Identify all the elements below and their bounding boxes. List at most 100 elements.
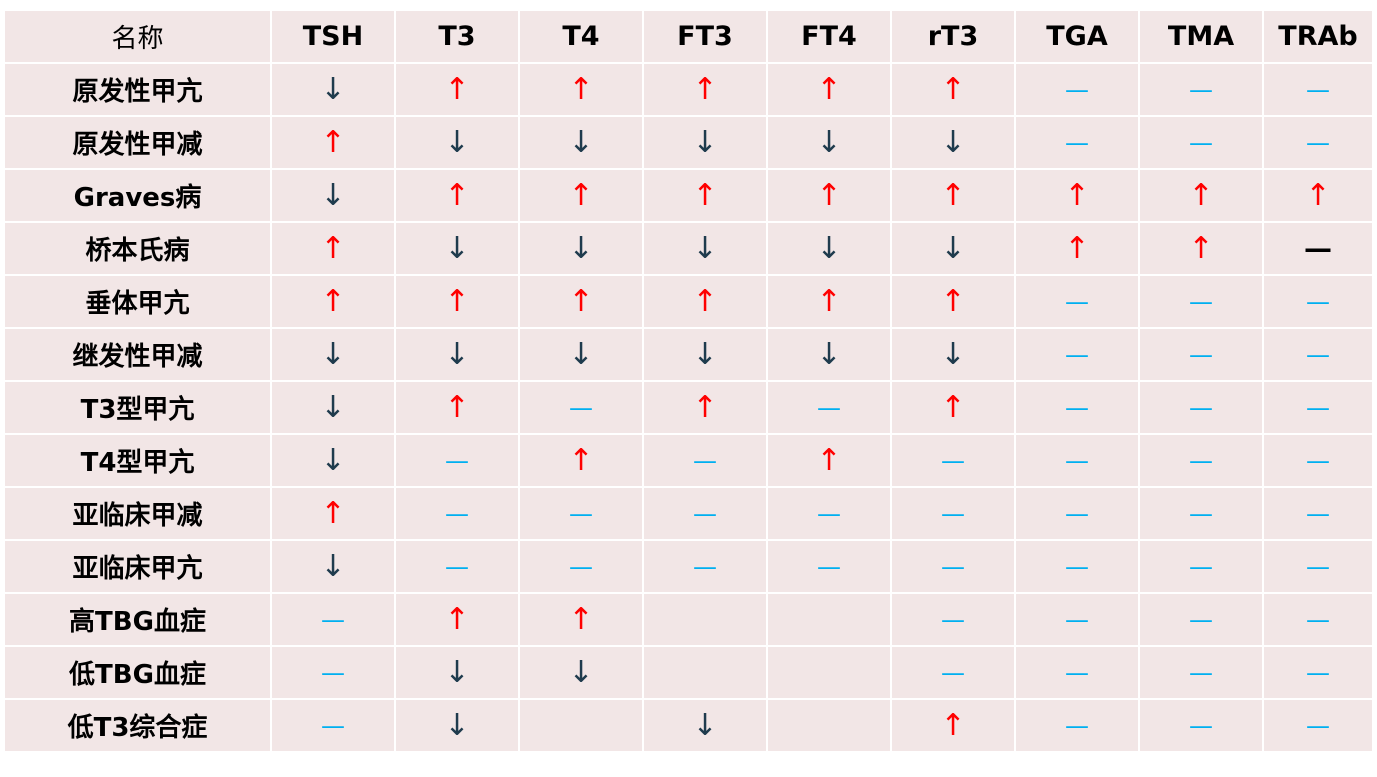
arrow-down-icon: ↓	[444, 336, 470, 372]
value-cell: ↑	[394, 62, 520, 117]
arrow-up-icon: ↑	[940, 177, 966, 213]
normal-dash-icon: —	[1065, 393, 1089, 422]
value-cell: ↓	[394, 645, 520, 700]
value-cell: ↑	[270, 274, 396, 329]
table-row: T4型甲亢 ↓ — ↑ — ↑ — — — —	[3, 433, 1374, 488]
value-cell: —	[1262, 380, 1374, 435]
normal-dash-icon: —	[445, 552, 469, 581]
table-row: 桥本氏病 ↑ ↓ ↓ ↓ ↓ ↓ ↑ ↑ —	[3, 221, 1374, 276]
normal-dash-icon: —	[941, 552, 965, 581]
arrow-up-icon: ↑	[320, 283, 346, 319]
normal-dash-icon: —	[1306, 711, 1330, 740]
table-row: 垂体甲亢 ↑ ↑ ↑ ↑ ↑ ↑ — — —	[3, 274, 1374, 329]
value-cell: —	[518, 380, 644, 435]
value-cell: ↓	[270, 539, 396, 594]
normal-dash-icon: —	[693, 552, 717, 581]
arrow-up-icon: ↑	[320, 495, 346, 531]
arrow-down-icon: ↓	[444, 230, 470, 266]
arrow-down-icon: ↓	[444, 124, 470, 160]
arrow-down-icon: ↓	[320, 71, 346, 107]
value-cell: ↑	[642, 168, 768, 223]
normal-dash-icon: —	[1306, 605, 1330, 634]
value-cell: —	[890, 592, 1016, 647]
value-cell: —	[890, 433, 1016, 488]
value-cell: ↓	[890, 327, 1016, 382]
value-cell: ↑	[394, 592, 520, 647]
arrow-up-icon: ↑	[568, 177, 594, 213]
normal-dash-icon: —	[1065, 287, 1089, 316]
row-label: 高TBG血症	[3, 592, 272, 647]
value-cell: ↑	[890, 698, 1016, 753]
normal-dash-icon: —	[941, 605, 965, 634]
column-header-rt3: rT3	[890, 9, 1016, 64]
value-cell: ↓	[890, 115, 1016, 170]
value-cell: —	[1262, 698, 1374, 753]
table-row: T3型甲亢 ↓ ↑ — ↑ — ↑ — — —	[3, 380, 1374, 435]
table-row: Graves病 ↓ ↑ ↑ ↑ ↑ ↑ ↑ ↑ ↑	[3, 168, 1374, 223]
value-cell: —	[1138, 592, 1264, 647]
value-cell: —	[1262, 486, 1374, 541]
value-cell: —	[1138, 115, 1264, 170]
value-cell: ↓	[394, 221, 520, 276]
table-row: 低T3综合症 — ↓ ↓ ↑ — — —	[3, 698, 1374, 753]
value-cell: ↑	[766, 433, 892, 488]
normal-dash-icon: —	[1306, 446, 1330, 475]
arrow-up-icon: ↑	[568, 71, 594, 107]
normal-dash-icon: —	[817, 552, 841, 581]
value-cell: ↓	[766, 327, 892, 382]
arrow-down-icon: ↓	[320, 389, 346, 425]
value-cell: —	[1262, 539, 1374, 594]
value-cell: —	[1138, 645, 1264, 700]
normal-dash-icon: —	[321, 658, 345, 687]
normal-dash-icon: —	[1189, 446, 1213, 475]
arrow-down-icon: ↓	[940, 336, 966, 372]
row-label: 继发性甲减	[3, 327, 272, 382]
normal-dash-icon: —	[1065, 499, 1089, 528]
value-cell: —	[890, 539, 1016, 594]
normal-dash-icon: —	[1065, 605, 1089, 634]
value-cell: ↑	[518, 433, 644, 488]
value-cell: —	[1014, 62, 1140, 117]
column-header-tsh: TSH	[270, 9, 396, 64]
value-cell: —	[1014, 592, 1140, 647]
value-cell: —	[518, 486, 644, 541]
normal-dash-icon: —	[569, 552, 593, 581]
table-row: 亚临床甲亢 ↓ — — — — — — — —	[3, 539, 1374, 594]
row-label: 亚临床甲亢	[3, 539, 272, 594]
row-label: 原发性甲减	[3, 115, 272, 170]
arrow-up-icon: ↑	[444, 283, 470, 319]
arrow-down-icon: ↓	[320, 442, 346, 478]
normal-dash-icon: —	[1306, 393, 1330, 422]
value-cell: ↓	[642, 698, 768, 753]
normal-dash-icon: —	[1306, 658, 1330, 687]
value-cell: ↓	[518, 327, 644, 382]
normal-dash-icon: —	[321, 711, 345, 740]
column-header-t3: T3	[394, 9, 520, 64]
arrow-up-icon: ↑	[816, 71, 842, 107]
normal-dash-icon: —	[1189, 340, 1213, 369]
normal-dash-icon: —	[1189, 658, 1213, 687]
value-cell: —	[1138, 327, 1264, 382]
value-cell	[766, 592, 892, 647]
normal-dash-icon: —	[941, 499, 965, 528]
row-label: T4型甲亢	[3, 433, 272, 488]
value-cell: ↑	[766, 62, 892, 117]
arrow-up-icon: ↑	[1305, 177, 1331, 213]
normal-dash-icon: —	[1065, 552, 1089, 581]
value-cell: —	[1014, 380, 1140, 435]
value-cell: —	[1262, 592, 1374, 647]
value-cell: ↑	[1014, 168, 1140, 223]
normal-dash-icon: —	[1189, 287, 1213, 316]
normal-dash-icon: —	[693, 446, 717, 475]
value-cell: ↓	[518, 221, 644, 276]
row-label: 低T3综合症	[3, 698, 272, 753]
arrow-up-icon: ↑	[320, 124, 346, 160]
arrow-down-icon: ↓	[816, 336, 842, 372]
normal-dash-icon: —	[1065, 658, 1089, 687]
normal-dash-icon: —	[1306, 75, 1330, 104]
value-cell: ↑	[394, 168, 520, 223]
normal-dash-icon: —	[817, 499, 841, 528]
negative-dash-icon: —	[1304, 231, 1332, 265]
value-cell: ↓	[518, 115, 644, 170]
value-cell: ↑	[1262, 168, 1374, 223]
